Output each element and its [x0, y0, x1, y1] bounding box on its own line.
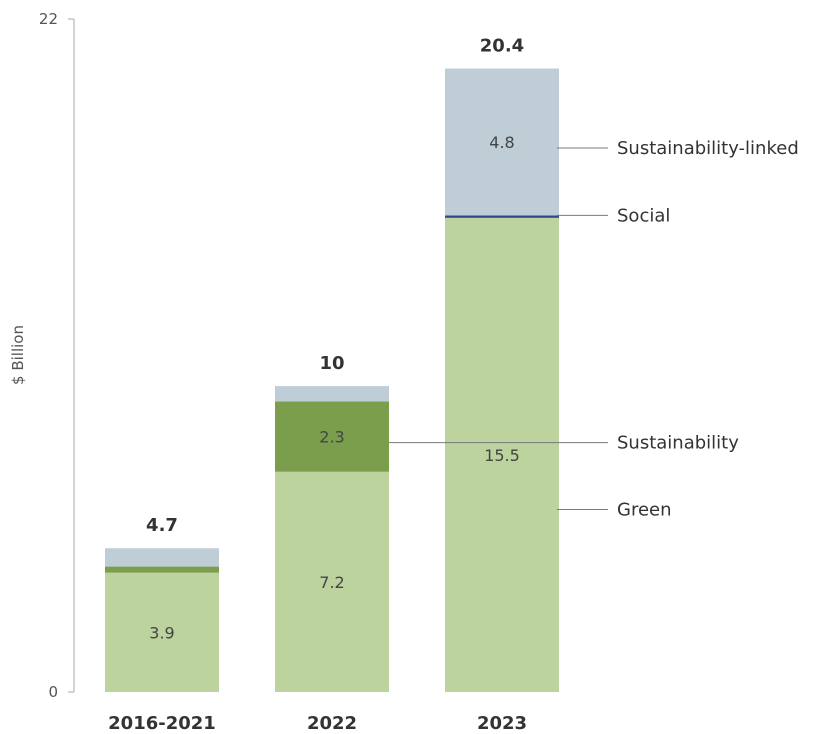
data-label-sustainability-linked-2023: 4.8: [489, 133, 514, 152]
bar-sustainability-2016-2021: [105, 566, 219, 573]
data-label-sustainability-2022: 2.3: [319, 428, 344, 447]
legend-label-green: Green: [617, 499, 672, 520]
bar-social-2023: [445, 215, 559, 218]
bar-sustainability-linked-2022: [275, 386, 389, 402]
labels-group: 3.9 4.7 2016-2021 7.2 2.3 10 2022 15.5 4.8 20.4 20…: [108, 36, 527, 734]
x-tick-label-2016-2021: 2016-2021: [108, 713, 216, 734]
legend-label-social: Social: [617, 205, 670, 226]
x-tick-label-2022: 2022: [307, 713, 357, 734]
data-label-green-2016-2021: 3.9: [149, 623, 174, 642]
legend-label-sustainability: Sustainability: [617, 433, 739, 454]
bar-green-2016-2021: [105, 572, 219, 692]
legend-label-sustainability-linked: Sustainability-linked: [617, 138, 799, 159]
bar-green-2022: [275, 471, 389, 692]
legend-group: Sustainability-linked Social Sustainabilit…: [389, 138, 799, 520]
bar-sustainability-2022: [275, 401, 389, 472]
total-label-2022: 10: [319, 353, 344, 374]
y-axis-label: $ Billion: [9, 325, 27, 385]
y-axis: 22 0 $ Billion: [9, 10, 75, 701]
total-label-2016-2021: 4.7: [146, 515, 178, 536]
bar-sustainability-linked-2023: [445, 68, 559, 216]
data-label-green-2022: 7.2: [319, 573, 344, 592]
total-label-2023: 20.4: [480, 36, 524, 57]
bars-group: [105, 68, 559, 692]
y-tick-label-top: 22: [39, 10, 58, 28]
y-tick-label-bottom: 0: [48, 683, 58, 701]
data-label-green-2023: 15.5: [484, 446, 520, 465]
bar-green-2023: [445, 217, 559, 692]
bar-sustainability-linked-2016-2021: [105, 548, 219, 567]
x-tick-label-2023: 2023: [477, 713, 527, 734]
